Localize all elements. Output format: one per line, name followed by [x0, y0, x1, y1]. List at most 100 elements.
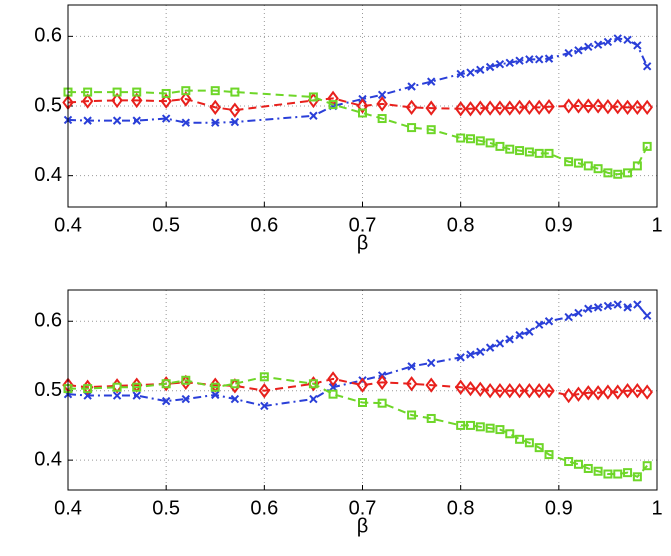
marker: [611, 384, 624, 400]
axes-box: [67, 289, 658, 491]
marker: [83, 384, 93, 394]
marker: [456, 69, 465, 79]
marker: [209, 99, 221, 116]
marker: [593, 40, 603, 49]
marker: [132, 116, 141, 125]
marker: [181, 375, 191, 385]
marker: [258, 383, 271, 399]
marker: [583, 161, 593, 171]
marker: [564, 157, 574, 167]
marker: [111, 92, 123, 109]
marker: [308, 379, 318, 389]
marker: [515, 330, 524, 340]
x-axis-label: β: [357, 232, 369, 254]
marker: [621, 99, 634, 116]
axes-box: [67, 4, 658, 208]
marker: [485, 423, 495, 433]
marker: [328, 100, 338, 110]
marker: [465, 420, 475, 430]
marker: [377, 114, 387, 124]
marker: [454, 101, 467, 117]
marker: [475, 422, 485, 432]
marker: [564, 312, 573, 322]
marker: [309, 111, 318, 120]
marker: [524, 147, 534, 157]
marker: [456, 353, 465, 362]
marker: [572, 98, 585, 114]
series-line: [67, 303, 648, 407]
marker: [485, 62, 495, 72]
marker: [505, 335, 514, 344]
marker: [112, 87, 122, 97]
marker: [407, 82, 416, 91]
marker: [161, 88, 171, 98]
marker: [593, 303, 603, 312]
marker: [603, 168, 613, 178]
marker: [525, 327, 534, 336]
marker: [533, 383, 545, 399]
marker: [633, 41, 642, 50]
x-tick-label: 0.6: [250, 497, 278, 519]
marker: [534, 443, 544, 453]
marker: [181, 394, 191, 404]
marker: [407, 410, 417, 420]
x-tick-label: 1: [651, 497, 662, 519]
marker: [584, 304, 593, 313]
marker: [132, 382, 142, 392]
marker: [377, 90, 387, 100]
marker: [574, 308, 583, 318]
x-tick-label: 0.9: [545, 214, 573, 236]
marker: [495, 59, 505, 69]
marker: [494, 383, 506, 399]
marker: [230, 117, 240, 127]
marker: [376, 96, 388, 112]
marker: [132, 391, 141, 400]
marker: [524, 438, 534, 448]
marker: [582, 385, 595, 401]
marker: [456, 133, 466, 143]
marker: [328, 389, 338, 399]
marker: [562, 387, 575, 404]
marker: [427, 358, 436, 368]
marker: [112, 391, 122, 400]
marker: [583, 463, 593, 473]
x-tick-label: 0.5: [152, 214, 180, 236]
marker: [544, 54, 554, 63]
marker: [484, 100, 496, 116]
marker: [534, 55, 544, 64]
marker: [592, 98, 604, 114]
x-tick-label: 0.6: [250, 214, 278, 236]
marker: [543, 99, 555, 115]
marker: [309, 394, 318, 404]
marker: [603, 469, 613, 479]
marker: [161, 396, 171, 406]
x-tick-label: 0.9: [545, 497, 573, 519]
y-tick-label: 0.5: [34, 379, 62, 401]
marker: [427, 77, 436, 86]
marker: [211, 118, 220, 127]
marker: [405, 376, 418, 392]
y-tick-label: 0.4: [34, 448, 62, 470]
marker: [160, 93, 172, 109]
marker: [534, 320, 544, 329]
x-tick-label: 0.4: [54, 497, 82, 519]
y-tick-label: 0.6: [34, 310, 62, 332]
marker: [476, 65, 485, 74]
marker: [593, 466, 603, 476]
marker: [259, 372, 269, 382]
marker: [425, 100, 437, 116]
marker: [181, 118, 191, 127]
marker: [584, 42, 593, 52]
marker: [426, 125, 436, 135]
marker: [81, 93, 94, 109]
y-tick-label: 0.4: [34, 164, 62, 186]
marker: [641, 384, 653, 400]
marker: [484, 383, 496, 399]
marker: [633, 300, 642, 309]
x-tick-label: 0.8: [447, 497, 475, 519]
marker: [464, 101, 477, 117]
marker: [544, 317, 554, 326]
marker: [211, 390, 220, 400]
marker: [112, 116, 122, 125]
marker: [474, 381, 487, 397]
